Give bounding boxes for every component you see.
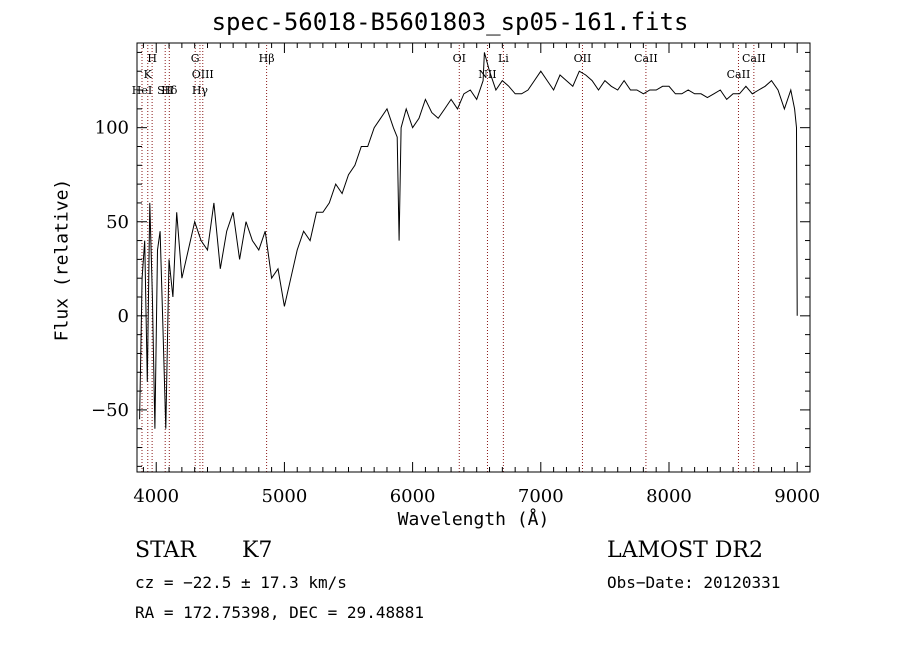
line-marker-label: K xyxy=(144,68,153,81)
line-marker-label: Hγ xyxy=(192,84,209,97)
ra-dec: RA = 172.75398, DEC = 29.48881 xyxy=(135,603,424,622)
x-tick-label: 7000 xyxy=(518,486,564,507)
line-marker-label: CaII xyxy=(742,52,766,65)
line-marker-label: NII xyxy=(478,68,496,81)
y-tick-label: 50 xyxy=(106,212,129,233)
chart-title: spec-56018-B5601803_sp05-161.fits xyxy=(211,8,689,36)
line-marker-label: OI xyxy=(453,52,466,65)
x-tick-label: 5000 xyxy=(262,486,308,507)
line-marker-label: Li xyxy=(498,52,509,65)
object-subclass: K7 xyxy=(242,538,273,563)
line-marker-label: OIII xyxy=(192,68,214,81)
object-class: STAR xyxy=(135,538,196,563)
line-marker-label: G xyxy=(191,52,200,65)
line-marker-label: Hβ xyxy=(259,52,275,65)
line-marker-label: CaII xyxy=(634,52,658,65)
line-marker-label: SII xyxy=(157,84,173,97)
y-axis-label: Flux (relative) xyxy=(51,178,73,342)
line-marker-label: OII xyxy=(574,52,592,65)
survey-name: LAMOST DR2 xyxy=(607,538,763,563)
axis-ticks: 4000 5000 6000 7000 8000 9000 −50 0 50 100 xyxy=(91,43,820,507)
line-marker-label: CaII xyxy=(727,68,751,81)
redshift-cz: cz = −22.5 ± 17.3 km/s xyxy=(135,573,347,592)
x-tick-label: 9000 xyxy=(774,486,820,507)
y-tick-label: −50 xyxy=(91,400,129,421)
x-tick-label: 6000 xyxy=(390,486,436,507)
y-tick-label: 100 xyxy=(95,118,129,139)
line-marker-label: Hδ xyxy=(161,84,178,97)
spectrum-line xyxy=(139,52,798,429)
x-axis-label: Wavelength (Å) xyxy=(397,509,550,530)
x-tick-label: 4000 xyxy=(133,486,179,507)
line-markers xyxy=(141,45,755,472)
observation-date: Obs−Date: 20120331 xyxy=(607,573,781,592)
x-tick-label: 8000 xyxy=(646,486,692,507)
plot-frame xyxy=(136,42,811,473)
y-tick-label: 0 xyxy=(118,306,129,327)
line-marker-label: H xyxy=(147,52,157,65)
